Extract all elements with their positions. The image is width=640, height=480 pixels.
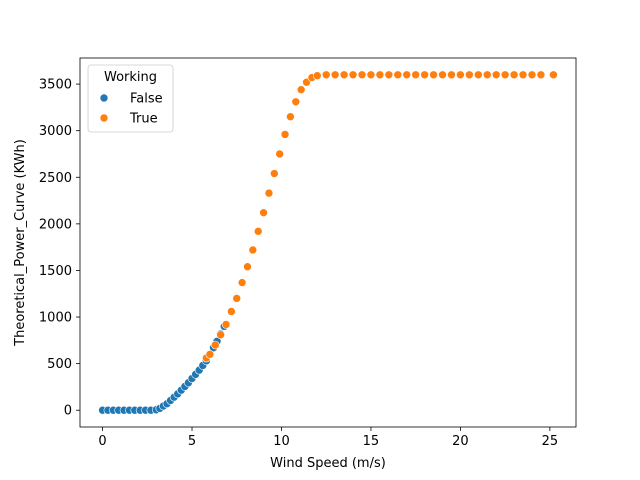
legend: Working False True xyxy=(87,64,174,133)
data-point xyxy=(411,70,420,80)
data-point xyxy=(232,294,242,303)
data-point xyxy=(482,70,492,80)
legend-items: False True xyxy=(99,92,163,127)
data-point xyxy=(465,70,474,80)
x-axis: 0 5 10 15 20 25 xyxy=(98,427,558,449)
data-point xyxy=(500,70,510,80)
data-point xyxy=(536,70,546,80)
y-tick-label: 500 xyxy=(47,357,72,372)
data-point xyxy=(420,70,429,80)
data-point xyxy=(243,262,252,272)
data-point xyxy=(237,278,247,287)
data-point xyxy=(280,130,290,139)
data-point xyxy=(321,70,331,80)
data-point xyxy=(227,307,236,316)
data-point xyxy=(253,227,263,236)
data-point xyxy=(429,70,438,80)
legend-item-true: True xyxy=(99,112,158,127)
legend-item-false: False xyxy=(99,92,163,107)
data-point xyxy=(375,70,385,80)
data-point xyxy=(339,70,349,80)
legend-title: Working xyxy=(104,70,157,85)
data-point xyxy=(549,70,558,80)
legend-label: True xyxy=(129,112,158,127)
y-tick-label: 0 xyxy=(64,404,72,419)
data-point xyxy=(527,70,537,80)
data-point xyxy=(296,85,306,94)
data-point xyxy=(210,340,220,350)
legend-label: False xyxy=(130,92,163,107)
data-point xyxy=(312,71,322,80)
data-point xyxy=(216,330,225,340)
data-point xyxy=(402,70,412,80)
data-point xyxy=(291,97,301,107)
data-point xyxy=(366,70,376,80)
y-tick-label: 3000 xyxy=(39,124,72,139)
data-point xyxy=(248,245,258,255)
data-point xyxy=(264,188,274,198)
points-layer xyxy=(98,70,558,415)
legend-marker xyxy=(99,113,109,123)
data-point xyxy=(491,70,501,80)
y-tick-label: 3500 xyxy=(39,78,72,93)
y-tick-label: 2000 xyxy=(39,217,72,232)
y-tick-label: 1500 xyxy=(39,264,72,279)
data-point xyxy=(518,70,528,80)
legend-marker xyxy=(99,93,109,103)
data-point xyxy=(275,149,284,159)
x-tick-label: 15 xyxy=(363,434,380,449)
data-point xyxy=(205,350,215,359)
data-point xyxy=(384,70,394,80)
x-tick-label: 20 xyxy=(452,434,469,449)
legend-box xyxy=(87,64,174,133)
data-point xyxy=(473,70,483,80)
data-point xyxy=(456,70,465,80)
data-point xyxy=(330,70,340,80)
x-tick-label: 0 xyxy=(98,434,106,449)
y-tick-label: 2500 xyxy=(39,171,72,186)
data-point xyxy=(270,169,279,178)
series-true xyxy=(202,70,558,363)
data-point xyxy=(438,70,447,80)
x-tick-label: 25 xyxy=(542,434,559,449)
data-point xyxy=(509,70,519,80)
x-axis-label: Wind Speed (m/s) xyxy=(270,456,386,471)
x-tick-label: 10 xyxy=(273,434,290,449)
data-point xyxy=(357,70,367,80)
data-point xyxy=(447,70,456,80)
y-axis-label: Theoretical_Power_Curve (KWh) xyxy=(13,139,28,347)
data-point xyxy=(286,112,295,121)
y-axis: 0 500 1000 1500 2000 2500 3000 3500 xyxy=(39,78,80,419)
y-tick-label: 1000 xyxy=(39,311,72,326)
data-point xyxy=(393,70,403,80)
data-point xyxy=(348,70,358,80)
data-point xyxy=(221,320,231,329)
x-tick-label: 5 xyxy=(188,434,196,449)
data-point xyxy=(259,208,268,217)
